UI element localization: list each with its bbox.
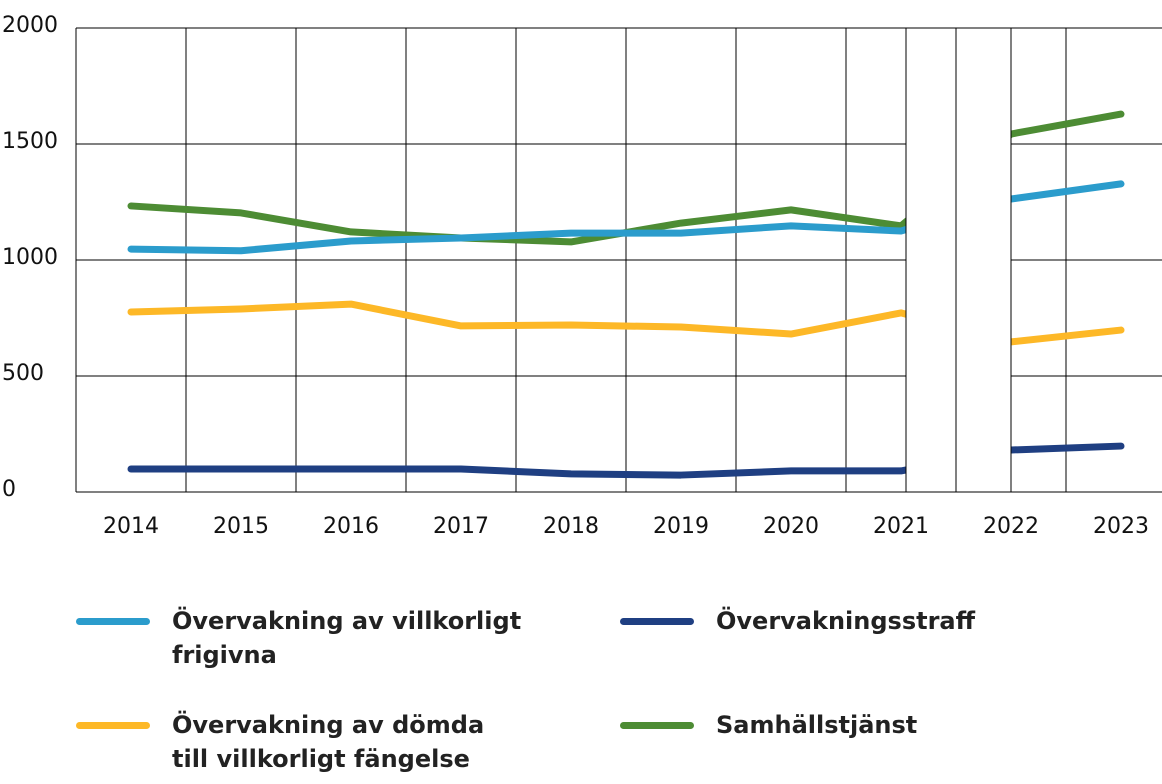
x-tick-label: 2019	[653, 514, 709, 539]
legend-item: Övervakning av dömda till villkorligt fä…	[76, 708, 512, 776]
chart: 0 500 1000 1500 2000 2014 2015 2016 2017 2018 2019…	[2, 13, 1162, 539]
x-tick-label: 2021	[873, 514, 929, 539]
y-tick-label: 500	[2, 361, 44, 386]
legend-label: Samhällstjänst	[716, 711, 918, 739]
legend-label: Övervakning av dömda till villkorligt fä…	[172, 711, 485, 773]
legend-label: Övervakningsstraff	[716, 607, 976, 635]
y-tick-label: 0	[2, 477, 16, 502]
legend-swatch	[620, 618, 694, 625]
x-tick-label: 2018	[543, 514, 599, 539]
x-tick-label: 2023	[1093, 514, 1149, 539]
y-tick-label: 2000	[2, 13, 58, 38]
axis-break	[905, 27, 1012, 493]
y-tick-label: 1500	[2, 129, 58, 154]
x-tick-label: 2014	[103, 514, 159, 539]
x-tick-label: 2016	[323, 514, 379, 539]
x-tick-label: 2015	[213, 514, 269, 539]
x-tick-label: 2017	[433, 514, 489, 539]
legend-swatch	[76, 722, 150, 729]
x-tick-label: 2020	[763, 514, 819, 539]
legend-item: Samhällstjänst	[620, 708, 1106, 742]
legend-label: Övervakning av villkorligt frigivna	[172, 607, 522, 669]
x-tick-label: 2022	[983, 514, 1039, 539]
legend-item: Övervakningsstraff	[620, 604, 1106, 638]
legend-item: Övervakning av villkorligt frigivna	[76, 604, 562, 672]
y-tick-label: 1000	[2, 245, 58, 270]
legend-swatch	[620, 722, 694, 729]
legend-swatch	[76, 618, 150, 625]
